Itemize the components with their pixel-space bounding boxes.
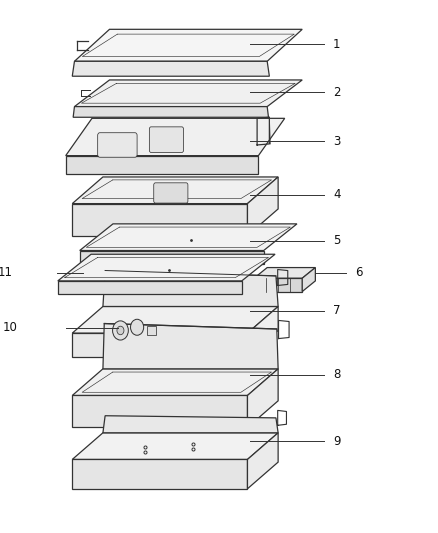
Text: 9: 9 [333, 435, 340, 448]
Polygon shape [66, 118, 285, 156]
Polygon shape [247, 177, 278, 236]
Text: 7: 7 [333, 304, 340, 317]
Polygon shape [80, 251, 264, 264]
Text: 5: 5 [333, 235, 340, 247]
Circle shape [131, 319, 144, 335]
Polygon shape [72, 395, 247, 427]
Polygon shape [247, 369, 278, 427]
Polygon shape [66, 156, 258, 174]
Text: 10: 10 [3, 321, 18, 334]
FancyBboxPatch shape [98, 133, 137, 157]
Polygon shape [80, 224, 297, 251]
Bar [147, 326, 156, 335]
Circle shape [117, 326, 124, 335]
FancyBboxPatch shape [149, 127, 184, 152]
Text: 1: 1 [333, 38, 340, 51]
Polygon shape [73, 107, 268, 117]
FancyBboxPatch shape [154, 183, 188, 203]
Text: 6: 6 [355, 266, 362, 279]
Circle shape [113, 321, 128, 340]
Polygon shape [72, 433, 278, 459]
Polygon shape [302, 268, 315, 292]
Polygon shape [72, 459, 247, 489]
Polygon shape [254, 268, 315, 278]
Polygon shape [103, 324, 278, 369]
Text: 2: 2 [333, 86, 340, 99]
Polygon shape [247, 306, 278, 357]
Polygon shape [254, 278, 302, 292]
Polygon shape [103, 416, 278, 433]
Polygon shape [247, 433, 278, 489]
Text: 3: 3 [333, 135, 340, 148]
Polygon shape [72, 61, 269, 76]
Polygon shape [72, 177, 278, 204]
Polygon shape [72, 369, 278, 395]
Polygon shape [72, 333, 247, 357]
Polygon shape [72, 306, 278, 333]
Polygon shape [58, 281, 242, 294]
Text: 8: 8 [333, 368, 340, 381]
Polygon shape [74, 29, 302, 61]
Text: 11: 11 [0, 266, 13, 279]
Polygon shape [72, 204, 247, 236]
Polygon shape [103, 271, 278, 306]
Polygon shape [74, 80, 302, 107]
Text: 4: 4 [333, 188, 340, 201]
Polygon shape [58, 254, 275, 281]
